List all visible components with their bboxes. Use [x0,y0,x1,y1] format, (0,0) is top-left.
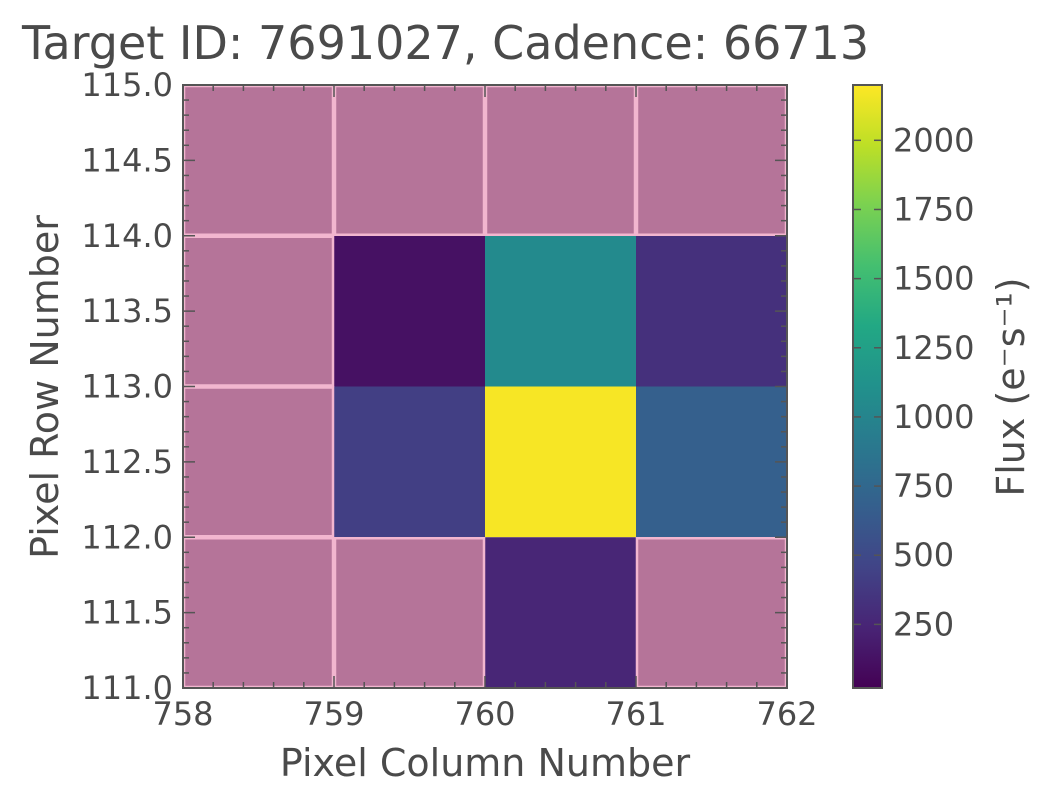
x-tick-label: 762 [756,695,817,733]
heatmap-cell [334,537,485,688]
heatmap-cells [183,85,787,688]
heatmap-cell [485,386,636,538]
heatmap-cell [636,537,787,688]
colorbar-ticks: 250 500 750 1000 1250 1500 1750 2000 [853,121,974,643]
colorbar-tick-label: 1500 [893,260,974,298]
heatmap-cell [636,85,787,236]
colorbar-tick-label: 250 [893,605,954,643]
heatmap-cell [485,537,636,688]
chart-title: Target ID: 7691027, Cadence: 66713 [21,16,869,70]
heatmap-cell [485,235,636,387]
colorbar-tick-label: 1000 [893,398,974,436]
y-tick-label: 113.5 [81,292,173,330]
x-tick-label: 759 [303,695,364,733]
x-tick-label: 761 [605,695,666,733]
colorbar-tick-label: 1250 [893,329,974,367]
heatmap-cell [334,386,485,538]
heatmap-cell [183,386,334,538]
y-tick-label: 114.0 [81,217,173,255]
y-tick-label: 111.5 [81,594,173,632]
colorbar-tick-label: 2000 [893,121,974,159]
heatmap-cell [334,85,485,236]
x-axis-label: Pixel Column Number [280,741,691,785]
heatmap-cell [636,386,787,538]
colorbar [852,84,883,689]
x-tick-label: 758 [152,695,213,733]
colorbar-tick-label: 750 [893,467,954,505]
heatmap-cell [183,537,334,688]
x-tick-labels: 758 759 760 761 762 [152,695,817,733]
x-tick-label: 760 [454,695,515,733]
colorbar-tick-label: 500 [893,536,954,574]
y-tick-labels: 111.0 111.5 112.0 112.5 113.0 113.5 114.0 114.5… [81,66,173,707]
heatmap-cell [183,235,334,387]
heatmap-cell [485,85,636,236]
y-axis-label: Pixel Row Number [23,215,67,559]
heatmap-cell [334,235,485,387]
y-tick-label: 114.5 [81,141,173,179]
axis-ticks [182,84,788,689]
y-tick-label: 112.0 [81,518,173,556]
heatmap-cell [183,85,334,236]
y-tick-label: 113.0 [81,368,173,406]
y-tick-label: 112.5 [81,443,173,481]
heatmap-cell [636,235,787,387]
colorbar-tick-label: 1750 [893,190,974,228]
colorbar-label: Flux (e⁻s⁻¹) [989,277,1033,496]
y-tick-label: 111.0 [81,669,173,707]
y-tick-label: 115.0 [81,66,173,104]
